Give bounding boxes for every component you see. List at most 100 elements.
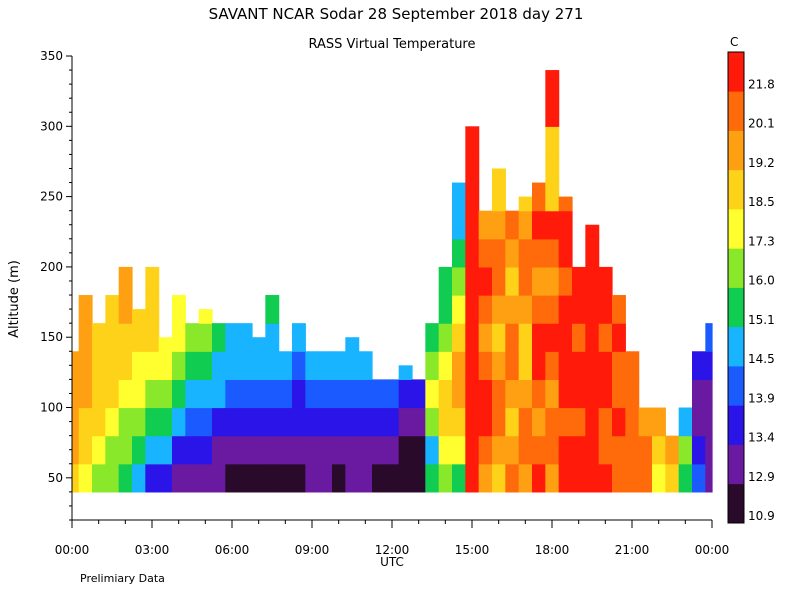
- heat-cell-39-2: [585, 407, 600, 437]
- colorbar-label: 13.9: [748, 391, 775, 405]
- heat-cell-3-5: [105, 323, 120, 352]
- heat-cell-38-6: [572, 295, 586, 324]
- heat-cell-2-2: [92, 407, 106, 437]
- heat-cell-22-2: [358, 407, 373, 437]
- colorbar-label: 15.1: [748, 313, 775, 327]
- heat-cell-26-0: [412, 463, 426, 493]
- heat-cell-4-5: [118, 323, 133, 352]
- heat-cell-7-4: [158, 351, 173, 380]
- heat-cell-27-0: [425, 463, 440, 493]
- heat-cell-38-4: [572, 351, 586, 380]
- heat-cell-33-3: [505, 379, 520, 409]
- colorbar-label: 10.9: [748, 509, 775, 523]
- heat-cell-44-2: [652, 407, 666, 437]
- heat-cell-37-6: [558, 295, 573, 324]
- heat-cell-37-1: [558, 435, 573, 465]
- heat-cell-39-6: [585, 295, 600, 324]
- heat-cell-37-5: [558, 323, 573, 352]
- heat-cell-20-0: [332, 463, 346, 493]
- heat-cell-41-4: [612, 351, 626, 380]
- heat-cell-12-4: [225, 351, 240, 380]
- heat-cell-44-0: [652, 463, 666, 493]
- heat-cell-3-3: [105, 379, 120, 409]
- heat-cell-11-0: [212, 463, 226, 493]
- heat-cell-13-0: [238, 463, 253, 493]
- heat-cell-17-3: [292, 379, 306, 409]
- heat-cell-16-1: [278, 435, 293, 465]
- heat-cell-29-10: [452, 182, 466, 212]
- heat-cell-15-2: [265, 407, 280, 437]
- heat-cell-36-14: [545, 70, 560, 99]
- colorbar-label: 20.1: [748, 117, 775, 131]
- heat-cell-40-7: [598, 266, 613, 296]
- heat-cell-39-4: [585, 351, 600, 380]
- heat-cell-12-1: [225, 435, 240, 465]
- heat-cell-36-4: [545, 351, 560, 380]
- heat-cell-6-5: [145, 323, 160, 352]
- heat-cell-28-4: [438, 351, 453, 380]
- heat-cell-20-1: [332, 435, 346, 465]
- heat-cell-6-4: [145, 351, 160, 380]
- colorbar-frame: [727, 51, 745, 524]
- y-tick-label: 100: [40, 401, 63, 415]
- heat-cell-8-6: [172, 295, 186, 324]
- heat-cell-22-1: [358, 435, 373, 465]
- colorbar-swatch: [728, 209, 744, 249]
- heat-cell-33-9: [505, 210, 520, 240]
- heat-cell-46-2: [678, 407, 693, 437]
- heat-cell-25-4: [398, 365, 413, 380]
- heat-cell-0-4: [72, 351, 80, 380]
- heat-cell-27-5: [425, 323, 440, 352]
- heat-cell-32-10: [492, 182, 506, 212]
- heat-cell-22-3: [358, 379, 373, 409]
- heat-cell-37-9: [558, 210, 573, 240]
- heat-cell-14-2: [252, 407, 266, 437]
- heat-cell-32-1: [492, 435, 506, 465]
- heat-cell-11-4: [212, 351, 226, 380]
- heat-cell-32-4: [492, 351, 506, 380]
- x-tick-label: 03:00: [135, 543, 170, 557]
- heat-cell-5-3: [132, 379, 146, 409]
- heat-cell-23-3: [372, 379, 386, 409]
- heat-cell-10-2: [198, 407, 213, 437]
- heat-cell-1-2: [78, 407, 93, 437]
- heat-cell-36-9: [545, 210, 560, 240]
- heat-cell-33-5: [505, 323, 520, 352]
- heat-cell-3-0: [105, 463, 120, 493]
- heat-cell-19-3: [318, 379, 333, 409]
- heat-cell-42-0: [625, 463, 640, 493]
- heat-cell-0-2: [72, 407, 80, 437]
- heat-cell-36-10: [545, 182, 560, 212]
- heat-cell-2-1: [92, 435, 106, 465]
- heat-cell-35-0: [532, 463, 546, 493]
- heat-cell-30-9: [465, 210, 480, 240]
- heat-cell-30-5: [465, 323, 480, 352]
- heat-cell-27-4: [425, 351, 440, 380]
- colorbar-label: 13.4: [748, 431, 775, 445]
- heat-cell-20-2: [332, 407, 346, 437]
- heat-cell-5-5: [132, 323, 146, 352]
- heat-cell-46-1: [678, 435, 693, 465]
- heat-cell-42-3: [625, 379, 640, 409]
- heat-cell-31-4: [478, 351, 493, 380]
- heat-cell-25-3: [398, 379, 413, 409]
- heat-cell-8-3: [172, 379, 186, 409]
- heat-cell-38-5: [572, 323, 586, 352]
- heat-cell-4-2: [118, 407, 133, 437]
- x-tick-label: 12:00: [375, 543, 410, 557]
- heat-cell-34-2: [518, 407, 533, 437]
- heat-cell-33-7: [505, 266, 520, 296]
- heat-cell-35-10: [532, 182, 546, 212]
- heat-cell-32-2: [492, 407, 506, 437]
- heat-cell-21-0: [345, 463, 360, 493]
- heat-cell-48-1: [705, 435, 713, 465]
- heat-cell-35-1: [532, 435, 546, 465]
- heat-cell-5-0: [132, 463, 146, 493]
- heat-cell-47-2: [692, 407, 706, 437]
- heat-cell-8-4: [172, 351, 186, 380]
- heat-cell-31-9: [478, 210, 493, 240]
- heat-cell-29-1: [452, 435, 466, 465]
- heat-cell-37-8: [558, 238, 573, 268]
- heat-cell-2-5: [92, 323, 106, 352]
- heat-cell-40-0: [598, 463, 613, 493]
